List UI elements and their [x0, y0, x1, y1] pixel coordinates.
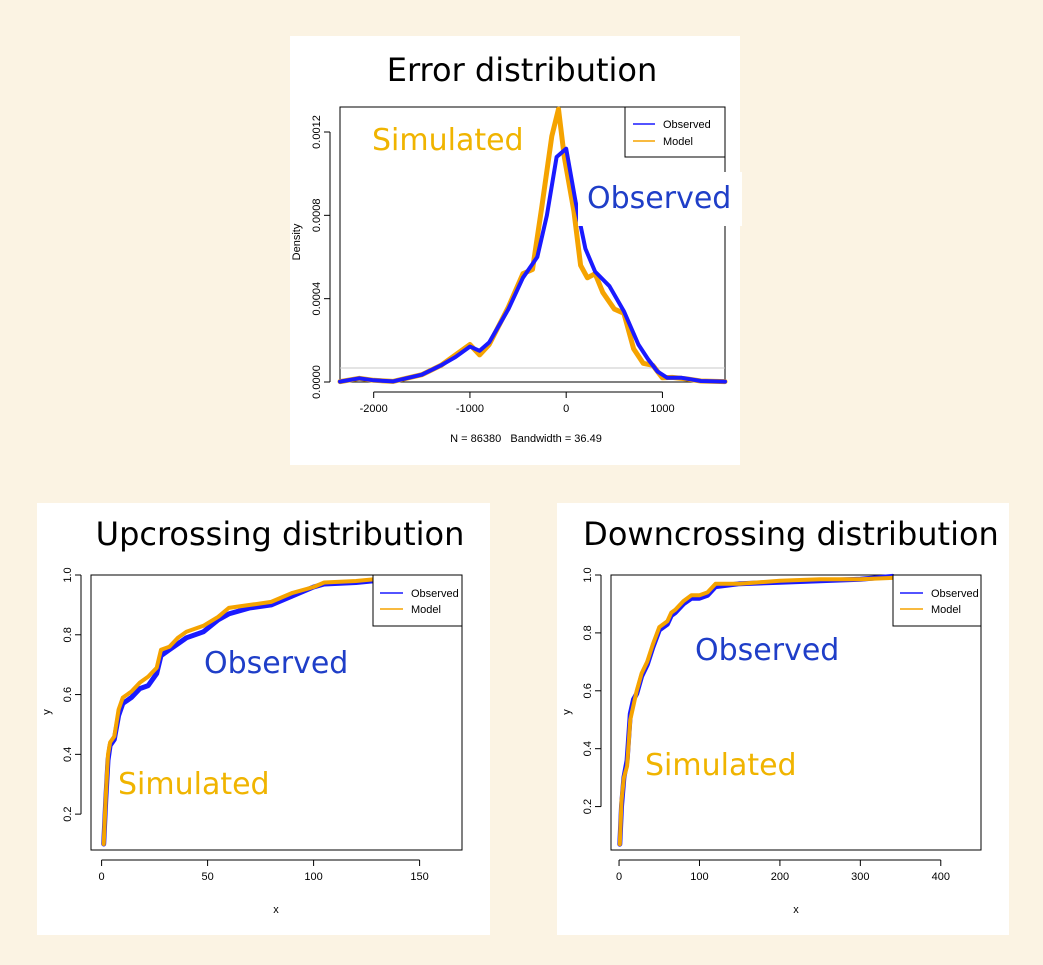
- legend-box: [892, 574, 982, 627]
- legend-label-model: Model: [931, 604, 961, 616]
- x-tick-label: -1000: [456, 403, 484, 415]
- annotation-simulated: Simulated: [645, 748, 797, 783]
- legend-box: [372, 574, 463, 627]
- chart-title: Downcrossing distribution: [583, 515, 999, 553]
- x-tick-label: 0: [616, 871, 622, 883]
- y-axis-label: y: [561, 709, 573, 715]
- y-tick-label: 0.4: [62, 747, 74, 762]
- series-line-model: [101, 576, 390, 846]
- x-tick-label: 200: [771, 871, 789, 883]
- y-tick-label: 0.6: [62, 687, 74, 702]
- y-tick-label: 1.0: [62, 567, 74, 582]
- x-tick-label: -2000: [360, 403, 388, 415]
- legend-label-observed: Observed: [663, 119, 711, 131]
- y-tick-label: 0.0008: [311, 199, 323, 233]
- x-axis-label: x: [793, 904, 799, 916]
- y-axis-label: y: [41, 709, 53, 715]
- y-tick-label: 0.2: [62, 806, 74, 821]
- annotation-observed: Observed: [587, 181, 731, 216]
- annotation-simulated: Simulated: [372, 123, 524, 158]
- legend-label-observed: Observed: [411, 588, 459, 600]
- x-tick-label: 1000: [650, 403, 674, 415]
- series-line-observed: [338, 146, 727, 384]
- panel-upcrossing-distribution: Upcrossing distribution 0 50 100 1500.20.40…: [37, 503, 490, 935]
- series-lines: [337, 106, 728, 385]
- panel-error-distribution: Error distribution -2000 -1000 0 1000 0.0000…: [290, 36, 742, 465]
- x-tick-label: 0: [99, 871, 105, 883]
- x-tick-label: 100: [690, 871, 708, 883]
- annotation-observed: Observed: [695, 633, 839, 668]
- x-axis-label: N = 86380 Bandwidth = 36.49: [450, 433, 602, 445]
- chart-title: Upcrossing distribution: [96, 515, 465, 553]
- annotation-simulated: Simulated: [118, 767, 270, 802]
- series-lines: [617, 573, 895, 847]
- plot-frame: [339, 106, 726, 383]
- y-tick-label: 0.8: [62, 627, 74, 642]
- x-tick-label: 400: [932, 871, 950, 883]
- y-tick-label: 0.8: [582, 625, 594, 640]
- annotation-observed: Observed: [204, 646, 348, 681]
- legend-label-model: Model: [663, 136, 693, 148]
- panel-downcrossing-distribution: Downcrossing distribution 0 100 200 300 4000…: [557, 503, 1009, 935]
- x-tick-label: 150: [410, 871, 428, 883]
- axis-ticks: -2000 -1000 0 1000 0.0000 0.0004 0.0008 0.0012: [311, 115, 675, 415]
- y-tick-label: 0.4: [582, 741, 594, 756]
- y-tick-label: 0.0012: [311, 115, 323, 149]
- legend-box: [624, 106, 726, 158]
- y-axis-label: Density: [291, 223, 303, 260]
- x-tick-label: 300: [851, 871, 869, 883]
- plot-frame: [90, 574, 463, 851]
- x-tick-label: 100: [304, 871, 322, 883]
- legend-label-observed: Observed: [931, 588, 979, 600]
- y-tick-label: 0.0004: [311, 282, 323, 316]
- annotation-observed-background: [578, 172, 742, 226]
- panel-background: [290, 36, 740, 465]
- axis-ticks: 0 50 100 150 0.2 0.4 0.6 0.8 1.0: [62, 567, 429, 883]
- plot-frame: [610, 574, 982, 851]
- x-axis-label: x: [273, 904, 279, 916]
- legend-label-model: Model: [411, 604, 441, 616]
- y-tick-label: 0.2: [582, 799, 594, 814]
- y-tick-label: 1.0: [582, 567, 594, 582]
- y-tick-label: 0.0000: [311, 365, 323, 399]
- series-lines: [101, 576, 391, 847]
- y-tick-label: 0.6: [582, 683, 594, 698]
- x-tick-label: 0: [563, 403, 569, 415]
- series-line-model: [617, 575, 895, 847]
- x-tick-label: 50: [201, 871, 213, 883]
- chart-title: Error distribution: [387, 51, 658, 89]
- axis-ticks: 0 100 200 300 400 0.2 0.4 0.6 0.8 1.0: [582, 567, 950, 883]
